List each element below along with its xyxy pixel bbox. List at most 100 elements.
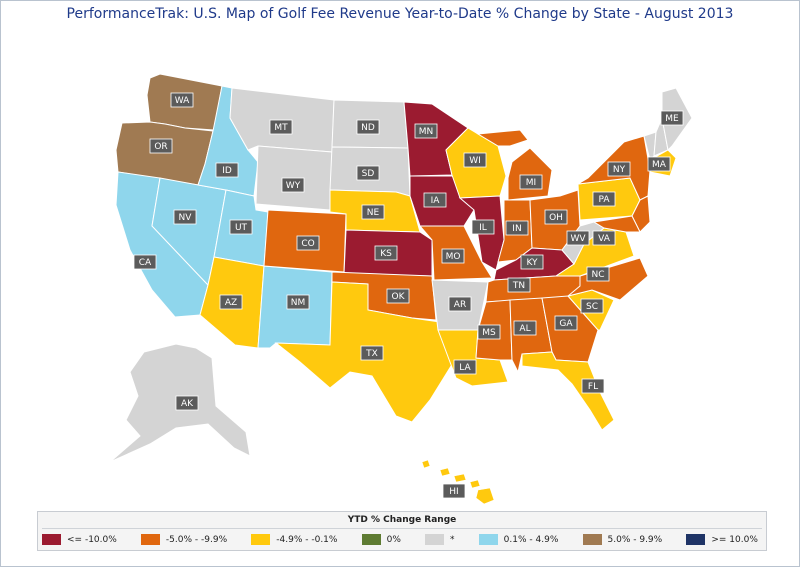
svg-text:MA: MA <box>652 160 667 170</box>
state-labels: WA OR CA NV ID UT AZ NM MT WY CO ND SD N… <box>133 92 684 499</box>
svg-text:HI: HI <box>449 487 458 497</box>
label-CO: CO <box>296 235 320 251</box>
svg-text:AL: AL <box>519 324 530 334</box>
label-SD: SD <box>356 165 380 181</box>
legend-swatch <box>42 534 61 545</box>
svg-text:WY: WY <box>286 181 301 191</box>
svg-text:MI: MI <box>526 178 536 188</box>
svg-text:CO: CO <box>301 239 314 249</box>
legend-swatch <box>425 534 445 545</box>
svg-text:TN: TN <box>512 281 525 291</box>
state-FL[interactable] <box>521 351 615 431</box>
label-ME: ME <box>660 110 684 126</box>
label-PA: PA <box>592 191 616 207</box>
svg-text:NM: NM <box>291 298 306 308</box>
label-NE: NE <box>361 204 385 220</box>
svg-text:ND: ND <box>361 123 375 133</box>
legend-label: <= -10.0% <box>67 534 117 545</box>
legend-item[interactable]: 0.1% - 4.9% <box>478 534 559 545</box>
label-MT: MT <box>269 119 293 135</box>
label-KS: KS <box>374 245 398 261</box>
label-CA: CA <box>133 254 157 270</box>
svg-text:WI: WI <box>469 156 481 166</box>
label-LA: LA <box>453 359 477 375</box>
legend-label: * <box>450 534 455 545</box>
svg-text:PA: PA <box>598 195 610 205</box>
label-IA: IA <box>423 192 447 208</box>
label-NV: NV <box>173 209 197 225</box>
legend-label: 0.1% - 4.9% <box>503 534 559 545</box>
label-ID: ID <box>215 162 239 178</box>
label-MO: MO <box>441 248 465 264</box>
svg-text:FL: FL <box>588 382 598 392</box>
label-WA: WA <box>170 92 194 108</box>
label-IL: IL <box>471 219 495 235</box>
legend-item[interactable]: -5.0% - -9.9% <box>140 534 227 545</box>
state-NJ[interactable] <box>631 195 651 233</box>
svg-text:IL: IL <box>479 223 487 233</box>
label-MA: MA <box>647 156 671 172</box>
svg-text:LA: LA <box>459 363 471 373</box>
svg-text:MO: MO <box>446 252 461 262</box>
hi-island-3 <box>453 473 467 483</box>
label-VA: VA <box>592 230 616 246</box>
label-NY: NY <box>607 161 631 177</box>
state-HI[interactable] <box>421 459 495 505</box>
label-MI: MI <box>519 174 543 190</box>
legend-item[interactable]: * <box>425 534 455 545</box>
svg-text:OH: OH <box>549 213 563 223</box>
svg-text:AK: AK <box>181 399 194 409</box>
hi-island-1 <box>421 459 431 469</box>
label-AZ: AZ <box>219 294 243 310</box>
page-title: PerformanceTrak: U.S. Map of Golf Fee Re… <box>66 6 734 22</box>
label-AL: AL <box>513 320 537 336</box>
hi-island-4 <box>469 479 481 489</box>
label-MN: MN <box>414 123 438 139</box>
svg-text:NE: NE <box>367 208 380 218</box>
svg-text:MN: MN <box>419 127 434 137</box>
label-WV: WV <box>566 230 590 246</box>
svg-text:AR: AR <box>454 300 466 310</box>
svg-text:IA: IA <box>431 196 441 206</box>
label-OK: OK <box>386 288 410 304</box>
legend-item[interactable]: <= -10.0% <box>42 534 117 545</box>
label-OR: OR <box>149 138 173 154</box>
label-NM: NM <box>286 294 310 310</box>
legend-swatch <box>140 534 160 545</box>
hi-island-2 <box>439 467 451 477</box>
label-NC: NC <box>586 266 610 282</box>
legend-item[interactable]: 0% <box>361 534 401 545</box>
svg-text:WA: WA <box>175 96 190 106</box>
label-GA: GA <box>554 315 578 331</box>
label-WI: WI <box>463 152 487 168</box>
legend-title: YTD % Change Range <box>347 515 457 525</box>
map-legend: YTD % Change Range <= -10.0% -5.0% - -9.… <box>37 511 767 551</box>
svg-text:AZ: AZ <box>225 298 237 308</box>
legend-item[interactable]: -4.9% - -0.1% <box>251 534 337 545</box>
label-TX: TX <box>360 345 384 361</box>
label-OH: OH <box>544 209 568 225</box>
label-HI: HI <box>442 483 466 499</box>
label-WY: WY <box>281 177 305 193</box>
svg-text:IN: IN <box>512 224 521 234</box>
legend-swatch <box>582 534 602 545</box>
legend-label: >= 10.0% <box>711 534 758 545</box>
legend-label: -4.9% - -0.1% <box>276 534 338 545</box>
label-SC: SC <box>580 298 604 314</box>
label-AK: AK <box>175 395 199 411</box>
state-MD[interactable] <box>592 215 641 233</box>
svg-text:WV: WV <box>570 234 586 244</box>
svg-text:OR: OR <box>154 142 167 152</box>
svg-text:MT: MT <box>274 123 288 133</box>
legend-divider <box>42 528 762 529</box>
svg-text:KY: KY <box>526 258 538 268</box>
label-KY: KY <box>520 254 544 270</box>
svg-text:ME: ME <box>665 114 679 124</box>
legend-item[interactable]: 5.0% - 9.9% <box>582 534 662 545</box>
svg-text:NC: NC <box>591 270 604 280</box>
legend-item[interactable]: >= 10.0% <box>686 534 758 545</box>
svg-text:NV: NV <box>179 213 193 223</box>
svg-text:KS: KS <box>380 249 392 259</box>
svg-text:SD: SD <box>362 169 375 179</box>
